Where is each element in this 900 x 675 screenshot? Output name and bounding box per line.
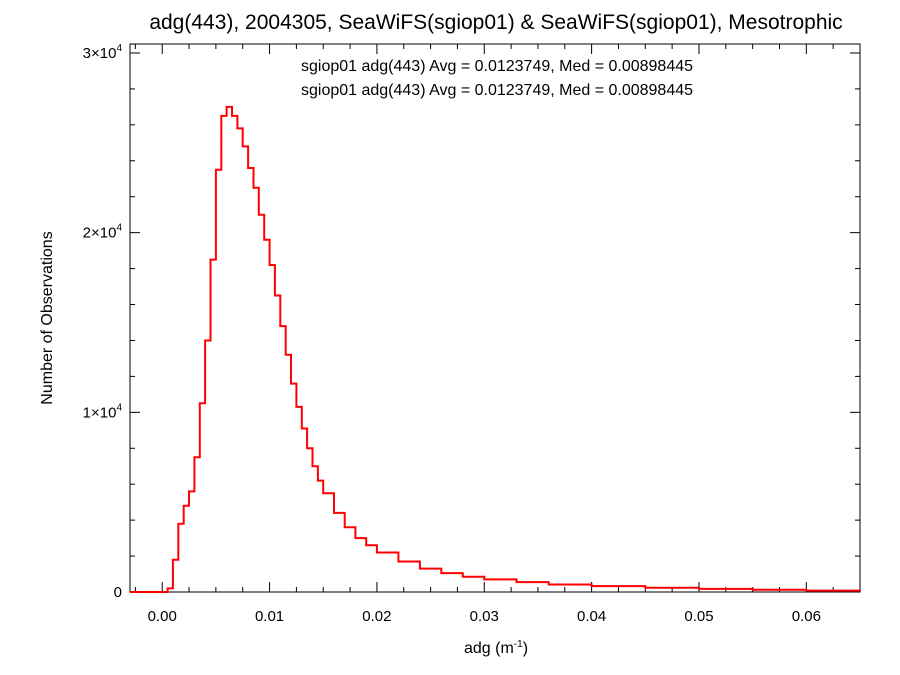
x-tick-label: 0.06	[792, 608, 821, 625]
plot-frame	[129, 43, 861, 593]
x-tick-label: 0.04	[577, 608, 606, 625]
y-tick-mantissa: 0	[114, 584, 122, 601]
y-tick-mantissa: 1×10	[83, 404, 117, 421]
y-tick-exponent: 4	[116, 43, 122, 54]
series-line	[130, 105, 861, 593]
x-axis-label: adg (m-1)	[464, 639, 528, 657]
x-tick-label: 0.05	[684, 608, 713, 625]
x-axis-label-sup: -1	[514, 639, 523, 650]
y-tick-label: 0	[114, 584, 122, 601]
axis-ticks	[130, 44, 860, 593]
x-tick-label: 0.00	[148, 608, 177, 625]
x-tick-label: 0.02	[362, 608, 391, 625]
y-axis-label: Number of Observations	[39, 231, 56, 404]
y-tick-mantissa: 3×10	[83, 45, 117, 62]
legend-entry-black: sgiop01 adg(443) Avg = 0.0123749, Med = …	[301, 58, 693, 75]
y-tick-label: 3×104	[83, 43, 123, 62]
x-axis-label-end: )	[523, 640, 528, 657]
y-tick-mantissa: 2×10	[83, 225, 117, 242]
x-axis-label-main: adg (m	[464, 640, 514, 657]
chart-title: adg(443), 2004305, SeaWiFS(sgiop01) & Se…	[149, 11, 842, 34]
legend-entry-red: sgiop01 adg(443) Avg = 0.0123749, Med = …	[301, 82, 693, 99]
x-tick-label: 0.01	[255, 608, 284, 625]
y-tick-label: 2×104	[83, 223, 123, 242]
y-tick-exponent: 4	[116, 223, 122, 234]
y-tick-exponent: 4	[116, 402, 122, 413]
x-tick-labels: 0.00 0.01 0.02 0.03 0.04 0.05 0.06	[148, 608, 821, 625]
y-tick-label: 1×104	[83, 402, 123, 421]
x-tick-label: 0.03	[470, 608, 499, 625]
